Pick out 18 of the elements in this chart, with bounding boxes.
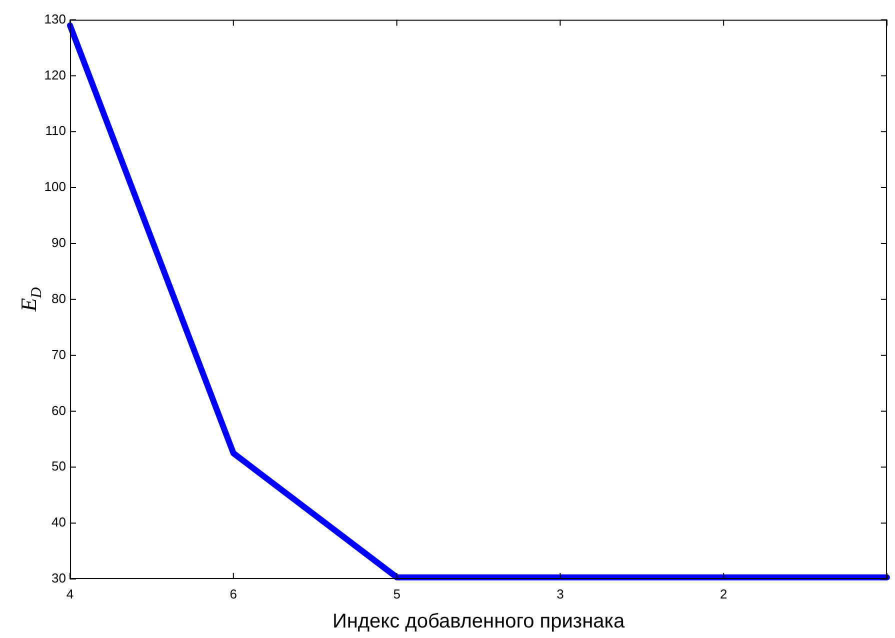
x-tick-label: 4 bbox=[66, 586, 74, 602]
x-axis-title: Индекс добавленного признака bbox=[332, 610, 626, 633]
y-tick-label: 130 bbox=[44, 11, 66, 26]
y-tick-label: 90 bbox=[52, 235, 66, 250]
y-tick-label: 110 bbox=[45, 123, 66, 138]
y-tick-label: 30 bbox=[52, 570, 66, 586]
y-axis-title: ED bbox=[16, 287, 45, 313]
y-tick-label: 50 bbox=[52, 458, 66, 474]
y-tick-label: 120 bbox=[44, 67, 66, 82]
x-tick-label: 2 bbox=[720, 586, 728, 602]
y-tick-label: 80 bbox=[52, 290, 66, 306]
x-tick-label: 6 bbox=[230, 586, 238, 602]
y-tick-label: 70 bbox=[52, 346, 66, 362]
x-tick-label: 3 bbox=[556, 586, 564, 602]
y-tick-label: 100 bbox=[44, 179, 66, 194]
y-tick-label: 40 bbox=[52, 514, 66, 530]
x-tick-label: 5 bbox=[393, 586, 400, 602]
y-tick-label: 60 bbox=[52, 402, 66, 418]
